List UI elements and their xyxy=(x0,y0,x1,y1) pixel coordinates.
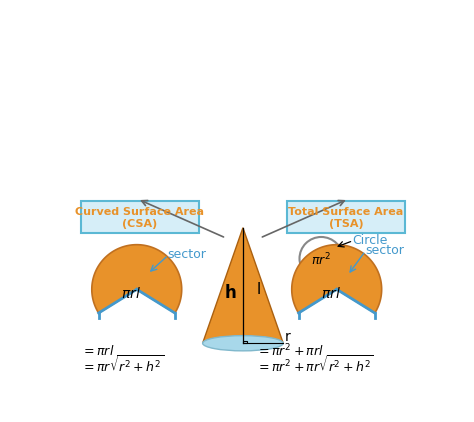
Ellipse shape xyxy=(202,335,283,351)
Text: $\pi rl$: $\pi rl$ xyxy=(320,286,340,301)
Text: h: h xyxy=(225,284,237,302)
Text: sector: sector xyxy=(168,248,207,261)
Text: Circle: Circle xyxy=(352,234,388,247)
Text: (CSA): (CSA) xyxy=(122,219,157,229)
Text: (TSA): (TSA) xyxy=(328,219,363,229)
Circle shape xyxy=(300,237,343,280)
Text: $= \pi r^2 + \pi r\sqrt{r^2 + h^2}$: $= \pi r^2 + \pi r\sqrt{r^2 + h^2}$ xyxy=(256,354,374,376)
FancyBboxPatch shape xyxy=(81,201,199,233)
Text: Curved Surface Area: Curved Surface Area xyxy=(75,207,204,216)
FancyBboxPatch shape xyxy=(287,201,405,233)
Polygon shape xyxy=(202,228,283,343)
Text: l: l xyxy=(256,282,261,297)
Text: $= \pi r^2 + \pi rl$: $= \pi r^2 + \pi rl$ xyxy=(256,343,324,359)
Text: sector: sector xyxy=(365,244,404,257)
Polygon shape xyxy=(292,245,382,313)
Polygon shape xyxy=(92,245,182,313)
Text: Total Surface Area: Total Surface Area xyxy=(288,207,404,216)
Text: $= \pi r\sqrt{r^2 + h^2}$: $= \pi r\sqrt{r^2 + h^2}$ xyxy=(81,354,164,376)
Text: $\pi r^2$: $\pi r^2$ xyxy=(311,252,331,268)
Text: $= \pi rl$: $= \pi rl$ xyxy=(81,344,114,358)
Text: $\pi rl$: $\pi rl$ xyxy=(120,286,140,301)
Text: r: r xyxy=(285,330,291,344)
